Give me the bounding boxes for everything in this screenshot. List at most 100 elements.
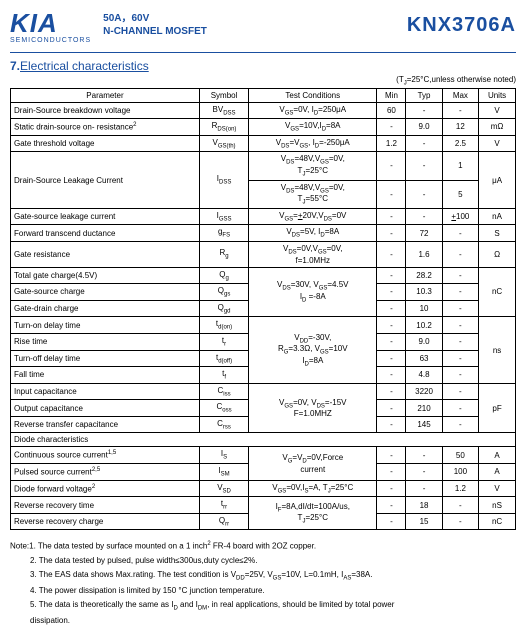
cell-param: Gate-source leakage current bbox=[11, 208, 200, 225]
cell-max: - bbox=[442, 383, 479, 400]
condition-note: (TJ=25°C,unless otherwise noted) bbox=[10, 75, 516, 87]
table-row: Total gate charge(4.5V) Qg VDS=30V, VGS=… bbox=[11, 267, 516, 284]
cell-typ: - bbox=[406, 102, 442, 119]
cell-cond: VGS=+20V,VDS=0V bbox=[249, 208, 377, 225]
cell-symbol: Rg bbox=[199, 241, 248, 267]
cell-typ: - bbox=[406, 135, 442, 152]
cell-typ: 72 bbox=[406, 225, 442, 242]
cell-param: Diode forward voltage2 bbox=[11, 480, 200, 497]
cell-max: - bbox=[442, 300, 479, 317]
cell-param: Gate threshold voltage bbox=[11, 135, 200, 152]
cell-min: - bbox=[377, 333, 406, 350]
cell-param: Forward transcend ductance bbox=[11, 225, 200, 242]
cell-min: - bbox=[377, 208, 406, 225]
cell-symbol: IS bbox=[199, 447, 248, 464]
cell-max: 100 bbox=[442, 464, 479, 481]
cell-param: Static drain-source on- resistance2 bbox=[11, 119, 200, 136]
table-row: Gate-source leakage current IGSS VGS=+20… bbox=[11, 208, 516, 225]
cell-min: - bbox=[377, 241, 406, 267]
cell-min: - bbox=[377, 317, 406, 334]
cell-units: μA bbox=[479, 152, 516, 208]
header-divider bbox=[10, 52, 516, 53]
cell-param: Rise time bbox=[11, 333, 200, 350]
table-header-row: Parameter Symbol Test Conditions Min Typ… bbox=[11, 88, 516, 102]
cell-max: - bbox=[442, 267, 479, 284]
cell-min: 1.2 bbox=[377, 135, 406, 152]
cell-symbol: Qrr bbox=[199, 513, 248, 530]
cell-symbol: VSD bbox=[199, 480, 248, 497]
cell-param: Pulsed source current2,5 bbox=[11, 464, 200, 481]
cell-section: Diode characteristics bbox=[11, 433, 516, 447]
cell-symbol: Qg bbox=[199, 267, 248, 284]
cell-max: - bbox=[442, 350, 479, 367]
cell-min: - bbox=[377, 225, 406, 242]
cell-min: - bbox=[377, 180, 406, 208]
cell-symbol: IDSS bbox=[199, 152, 248, 208]
cell-typ: 10.2 bbox=[406, 317, 442, 334]
cell-typ: - bbox=[406, 464, 442, 481]
cell-min: - bbox=[377, 400, 406, 417]
cell-max: +100 bbox=[442, 208, 479, 225]
cell-units: V bbox=[479, 480, 516, 497]
section-num: 7. bbox=[10, 59, 20, 73]
cell-typ: 3220 bbox=[406, 383, 442, 400]
cell-max: - bbox=[442, 497, 479, 514]
table-row: Drain-Source Leakage Current IDSS VDS=48… bbox=[11, 152, 516, 180]
th-typ: Typ bbox=[406, 88, 442, 102]
logo-block: KIA SEMICONDUCTORS bbox=[10, 8, 91, 44]
cell-cond: VDD=-30V,RG=3.3Ω, VGS=10VID=8A bbox=[249, 317, 377, 383]
cell-param: Turn-on delay time bbox=[11, 317, 200, 334]
cell-max: 1.2 bbox=[442, 480, 479, 497]
cell-typ: 9.0 bbox=[406, 119, 442, 136]
note-2: 2. The data tested by pulsed, pulse widt… bbox=[30, 555, 516, 568]
cell-cond: VG=VD=0V,Forcecurrent bbox=[249, 447, 377, 480]
cell-max: 12 bbox=[442, 119, 479, 136]
cell-symbol: Qgs bbox=[199, 284, 248, 301]
note-4: 4. The power dissipation is limited by 1… bbox=[30, 585, 516, 598]
note-3: 3. The EAS data shows Max.rating. The te… bbox=[30, 569, 516, 584]
cell-max: - bbox=[442, 102, 479, 119]
header: KIA SEMICONDUCTORS 50A，60V N-CHANNEL MOS… bbox=[10, 8, 516, 44]
cell-symbol: Ciss bbox=[199, 383, 248, 400]
table-row: Gate resistance Rg VDS=0V,VGS=0V,f=1.0MH… bbox=[11, 241, 516, 267]
logo-main: KIA bbox=[10, 8, 91, 39]
cell-units: ns bbox=[479, 317, 516, 383]
cell-symbol: Qgd bbox=[199, 300, 248, 317]
cell-units: pF bbox=[479, 383, 516, 433]
cell-cond: VDS=48V,VGS=0V,TJ=55°C bbox=[249, 180, 377, 208]
cell-min: - bbox=[377, 367, 406, 384]
cell-max: 5 bbox=[442, 180, 479, 208]
cell-param: Drain-Source breakdown voltage bbox=[11, 102, 200, 119]
cell-typ: - bbox=[406, 208, 442, 225]
cell-symbol: trr bbox=[199, 497, 248, 514]
cell-symbol: td(off) bbox=[199, 350, 248, 367]
cell-max: - bbox=[442, 367, 479, 384]
cell-min: - bbox=[377, 513, 406, 530]
th-param: Parameter bbox=[11, 88, 200, 102]
table-row: Input capacitance Ciss VGS=0V, VDS=-15VF… bbox=[11, 383, 516, 400]
cell-param: Gate-drain charge bbox=[11, 300, 200, 317]
th-max: Max bbox=[442, 88, 479, 102]
cell-min: - bbox=[377, 480, 406, 497]
cell-typ: 145 bbox=[406, 416, 442, 433]
cell-param: Output capacitance bbox=[11, 400, 200, 417]
cell-units: nC bbox=[479, 267, 516, 317]
cell-typ: 63 bbox=[406, 350, 442, 367]
cell-max: 2.5 bbox=[442, 135, 479, 152]
table-row: Forward transcend ductance gFS VDS=5V, I… bbox=[11, 225, 516, 242]
cell-max: - bbox=[442, 333, 479, 350]
cell-max: - bbox=[442, 416, 479, 433]
cell-param: Fall time bbox=[11, 367, 200, 384]
cell-typ: 4.8 bbox=[406, 367, 442, 384]
table-row: Continuous source current1,5 IS VG=VD=0V… bbox=[11, 447, 516, 464]
cell-units: nC bbox=[479, 513, 516, 530]
cell-cond: VDS=VGS, ID=-250μA bbox=[249, 135, 377, 152]
cell-typ: 10.3 bbox=[406, 284, 442, 301]
cell-symbol: RDS(on) bbox=[199, 119, 248, 136]
cell-cond: VGS=10V,ID=8A bbox=[249, 119, 377, 136]
cell-symbol: BVDSS bbox=[199, 102, 248, 119]
cell-max: - bbox=[442, 317, 479, 334]
cell-typ: 10 bbox=[406, 300, 442, 317]
cell-units: A bbox=[479, 464, 516, 481]
cell-max: - bbox=[442, 400, 479, 417]
